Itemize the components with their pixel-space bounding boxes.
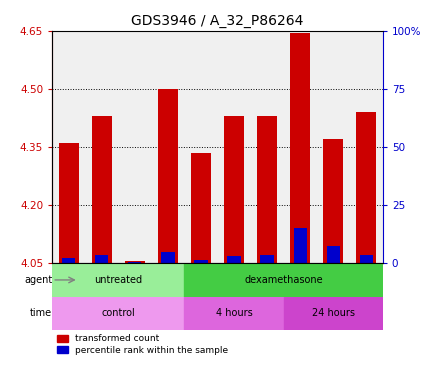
Bar (95, 255, 108, 263)
Bar (92, 116, 112, 263)
Bar (184, 31, 217, 263)
Text: agent: agent (24, 275, 52, 285)
Legend: transformed count, percentile rank within the sample: transformed count, percentile rank withi… (56, 334, 227, 355)
Bar (283, 31, 316, 263)
Bar (227, 257, 240, 263)
Bar (62, 258, 75, 263)
Bar (217, 31, 250, 263)
Bar (161, 252, 174, 263)
Bar (250, 31, 283, 263)
Title: GDS3946 / A_32_P86264: GDS3946 / A_32_P86264 (131, 14, 303, 28)
Bar (326, 246, 339, 263)
Bar (184, 263, 382, 296)
Bar (359, 255, 372, 263)
Bar (128, 262, 141, 263)
Text: control: control (101, 308, 135, 318)
Bar (191, 153, 210, 263)
Bar (283, 296, 382, 330)
Bar (125, 262, 145, 263)
Bar (52, 263, 184, 296)
Text: 24 hours: 24 hours (311, 308, 354, 318)
Bar (52, 296, 184, 330)
Bar (289, 33, 309, 263)
Bar (52, 31, 85, 263)
Bar (184, 296, 283, 330)
Text: 4 hours: 4 hours (215, 308, 252, 318)
Bar (355, 112, 375, 263)
Text: untreated: untreated (94, 275, 142, 285)
Bar (322, 139, 342, 263)
Bar (59, 143, 79, 263)
Text: time: time (30, 308, 52, 318)
Bar (260, 255, 273, 263)
Bar (85, 31, 118, 263)
Bar (349, 31, 382, 263)
Text: dexamethasone: dexamethasone (244, 275, 322, 285)
Bar (118, 31, 151, 263)
Bar (158, 89, 178, 263)
Bar (224, 116, 243, 263)
Bar (151, 31, 184, 263)
Bar (194, 260, 207, 263)
Bar (316, 31, 349, 263)
Bar (256, 116, 276, 263)
Bar (293, 228, 306, 263)
